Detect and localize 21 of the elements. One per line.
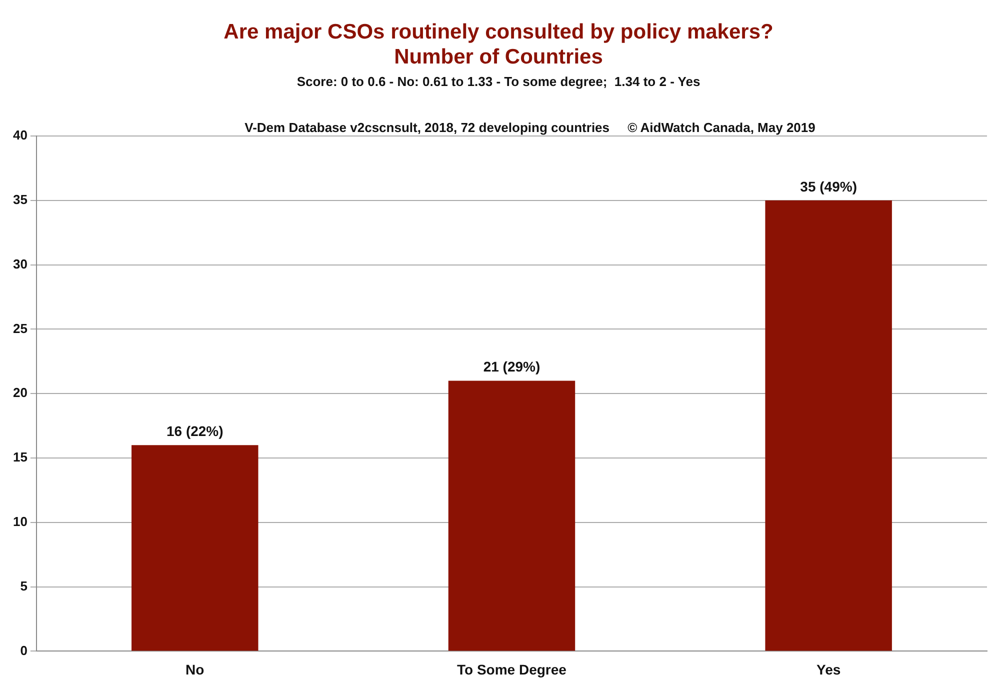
y-tick-label: 0 bbox=[20, 642, 28, 658]
y-tick-label: 35 bbox=[12, 192, 28, 207]
x-tick-label: To Some Degree bbox=[457, 661, 567, 678]
y-tick-label: 20 bbox=[12, 385, 28, 400]
x-tick-label: Yes bbox=[816, 661, 841, 678]
y-tick-label: 5 bbox=[20, 578, 28, 594]
y-tick-label: 40 bbox=[12, 128, 28, 143]
data-label: 21 (29%) bbox=[483, 358, 540, 375]
y-tick-label: 10 bbox=[12, 514, 28, 529]
y-tick-label: 25 bbox=[12, 320, 28, 336]
data-label: 35 (49%) bbox=[800, 178, 857, 194]
x-tick-label: No bbox=[186, 661, 204, 678]
y-tick-label: 15 bbox=[12, 450, 28, 465]
text: V-Dem Database v2cscnsult, 2018, 72 developing countries © AidWatch Canada, May 2019 bbox=[244, 120, 816, 136]
chart-title: Are major CSOs routinely consulted by policy makers? Number of Countries bbox=[224, 20, 774, 69]
bar bbox=[132, 445, 258, 651]
chart-subtitle: Score: 0 to 0.6 - No: 0.61 to 1.33 - To some degree; 1.34 to 2 - Yes bbox=[296, 74, 700, 89]
bar bbox=[765, 200, 892, 651]
y-tick-label: 30 bbox=[12, 256, 28, 272]
bar bbox=[448, 380, 576, 651]
data-label: 16 (22%) bbox=[166, 422, 224, 439]
